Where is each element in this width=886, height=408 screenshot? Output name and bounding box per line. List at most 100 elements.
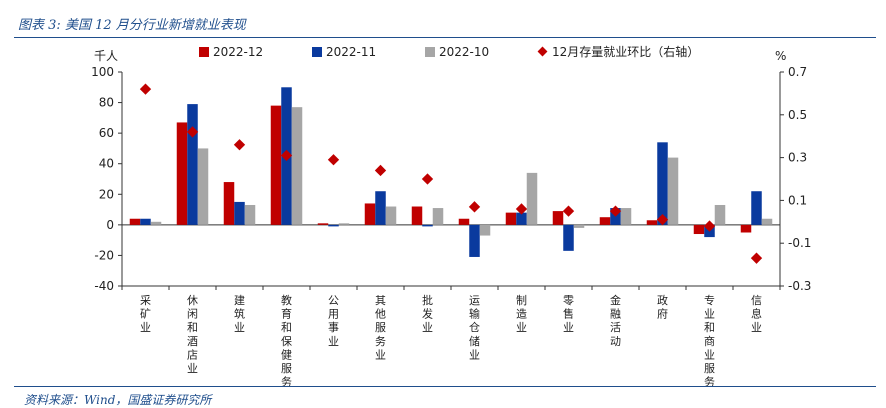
scatter-point <box>233 139 246 151</box>
legend: 2022-12 2022-11 2022-10 12月存量就业环比（右轴） <box>199 44 699 59</box>
bar <box>505 212 517 225</box>
bar <box>129 218 141 225</box>
bar <box>150 221 162 225</box>
left-tick-label: 0 <box>106 218 114 232</box>
bar-chart: 2022-12 2022-11 2022-10 12月存量就业环比（右轴） 千人 % … <box>91 44 811 386</box>
left-tick-label: 60 <box>99 126 114 140</box>
bar <box>364 203 376 225</box>
category-label: 其他服务业 <box>375 294 386 361</box>
scatter-point <box>609 205 622 217</box>
category-label: 教育和保健服务 <box>281 294 292 386</box>
bar <box>270 105 282 225</box>
bar <box>599 217 611 225</box>
bar <box>657 142 668 225</box>
footer-rule <box>14 386 876 387</box>
category-label: 零售业 <box>563 294 574 334</box>
right-tick-label: -0.3 <box>788 279 811 293</box>
category-label: 建筑业 <box>234 293 245 334</box>
scatter-point <box>468 201 481 213</box>
left-tick-label: 20 <box>99 187 114 201</box>
bar <box>458 218 470 225</box>
right-tick-label: 0.7 <box>788 65 807 79</box>
bars <box>129 87 773 257</box>
axes: -40 -20 0 20 40 60 80 100 -0.3 -0.1 0.1 0.3 0.5 0.7 <box>91 65 811 293</box>
category-labels: 采矿业 休闲和酒店业 建筑业 教育和保健服务 公用事业 其他服务业 批发业 运输仓储业 制造业 零… <box>140 293 762 386</box>
scatter-point <box>515 203 528 215</box>
bar <box>338 223 350 225</box>
bar <box>375 191 386 225</box>
legend-swatch <box>312 47 322 57</box>
legend-label: 12月存量就业环比（右轴） <box>552 44 699 59</box>
bar <box>740 224 752 233</box>
scatter-point <box>703 220 716 232</box>
bar <box>693 224 705 235</box>
bar <box>317 223 329 225</box>
figure-label: 图表 3: <box>18 18 61 33</box>
bar <box>432 208 444 225</box>
bar <box>646 220 658 225</box>
bar <box>761 218 773 225</box>
bar <box>667 157 679 225</box>
scatter-point <box>280 149 293 162</box>
left-axis-unit: 千人 <box>94 49 118 63</box>
bar <box>411 206 423 225</box>
bar <box>563 224 574 251</box>
left-tick-label: -40 <box>94 279 114 293</box>
figure-title-text: 美国 12 月分行业新增就业表现 <box>64 18 246 33</box>
category-label: 公用事业 <box>328 294 339 348</box>
right-tick-label: 0.3 <box>788 151 807 165</box>
category-label: 信息业 <box>751 294 762 334</box>
bar <box>573 224 585 228</box>
scatter-point <box>139 83 152 95</box>
right-tick-label: 0.5 <box>788 108 807 122</box>
scatter-point <box>421 173 434 185</box>
scatter-point <box>656 214 669 226</box>
bar <box>479 224 491 236</box>
legend-label: 2022-10 <box>439 45 489 59</box>
legend-label: 2022-11 <box>326 45 376 59</box>
right-tick-label: 0.1 <box>788 193 807 207</box>
legend-swatch <box>537 46 548 57</box>
bar <box>516 212 527 225</box>
right-tick-label: -0.1 <box>788 236 811 250</box>
legend-swatch <box>199 47 209 57</box>
bar <box>140 218 151 225</box>
bar <box>176 122 188 225</box>
category-label: 政府 <box>657 293 668 321</box>
bar <box>422 224 433 227</box>
scatter-point <box>562 205 575 217</box>
scatter-point <box>327 154 340 166</box>
bar <box>187 104 198 225</box>
title-rule <box>14 37 876 38</box>
bar <box>197 148 209 225</box>
category-label: 采矿业 <box>140 294 151 334</box>
bar <box>244 204 256 225</box>
scatter-point <box>374 164 387 177</box>
bar <box>714 204 726 225</box>
category-label: 休闲和酒店业 <box>187 294 198 375</box>
bar <box>620 208 632 225</box>
left-tick-label: 40 <box>99 157 114 171</box>
category-label: 批发业 <box>422 293 433 334</box>
left-tick-label: -20 <box>94 248 114 262</box>
scatter-point <box>750 252 763 264</box>
left-tick-label: 80 <box>99 96 114 110</box>
right-axis-unit: % <box>775 49 786 63</box>
bar <box>234 201 245 225</box>
figure-title: 图表 3: 美国 12 月分行业新增就业表现 <box>18 14 246 33</box>
bar <box>291 107 303 225</box>
bar <box>552 211 564 225</box>
bar <box>385 206 397 225</box>
legend-label: 2022-12 <box>213 45 263 59</box>
legend-swatch <box>425 47 435 57</box>
category-label: 运输仓储业 <box>469 294 480 361</box>
bar <box>469 224 480 257</box>
bar <box>751 191 762 225</box>
category-label: 制造业 <box>516 294 527 334</box>
category-label: 金融活动 <box>610 293 621 348</box>
bar <box>223 182 235 225</box>
category-label: 专业和商业服务 <box>704 293 715 386</box>
bar <box>328 224 339 227</box>
left-tick-label: 100 <box>91 65 114 79</box>
bar <box>526 172 538 225</box>
